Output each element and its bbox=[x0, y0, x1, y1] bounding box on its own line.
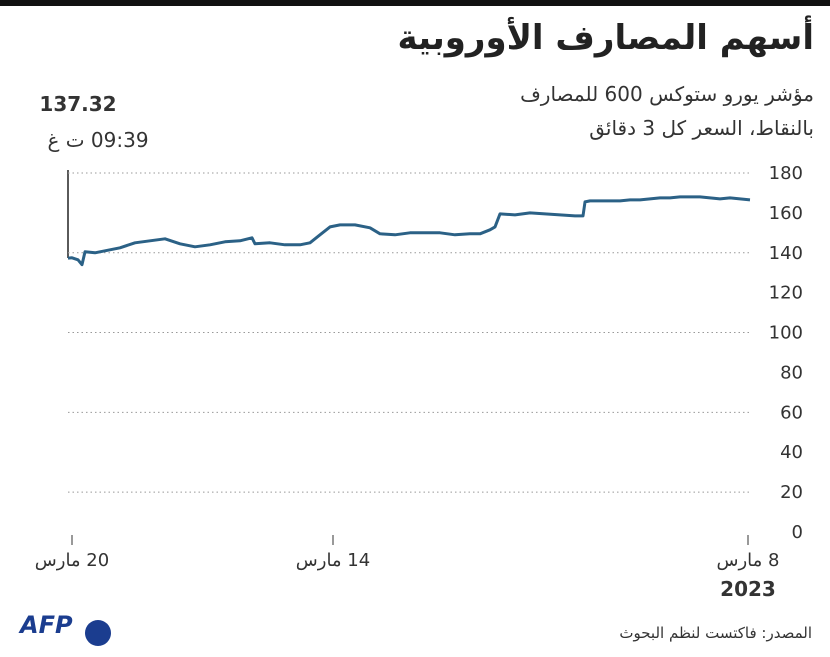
source: المصدر: فاكتست لنظم البحوث bbox=[619, 624, 812, 642]
subtitle: بالنقاط، السعر كل 3 دقائق bbox=[589, 116, 814, 140]
y-tick-label: 20 bbox=[780, 482, 803, 503]
logo: AFP bbox=[18, 611, 73, 639]
year-label: 2023 bbox=[720, 577, 776, 601]
y-tick-label: 140 bbox=[769, 243, 803, 264]
y-tick-label: 120 bbox=[769, 283, 803, 304]
y-tick-label: 0 bbox=[792, 522, 803, 543]
logo-dot bbox=[85, 620, 111, 646]
top-bar bbox=[0, 0, 830, 6]
series-line bbox=[67, 195, 751, 267]
subtitle: مؤشر يورو ستوكس 600 للمصارف bbox=[520, 82, 814, 106]
y-tick-label: 180 bbox=[769, 163, 803, 184]
x-tick-label: 14 مارس bbox=[296, 550, 370, 571]
y-tick-label: 160 bbox=[769, 203, 803, 224]
annotation-value: 137.32 bbox=[39, 92, 116, 116]
y-tick-label: 60 bbox=[780, 402, 803, 423]
x-tick-label: 8 مارس bbox=[717, 550, 780, 571]
y-tick-label: 40 bbox=[780, 442, 803, 463]
annotation-time: 09:39 ت غ bbox=[47, 128, 148, 152]
y-tick-label: 100 bbox=[769, 323, 803, 344]
x-tick-label: 20 مارس bbox=[35, 550, 109, 571]
y-tick-label: 80 bbox=[780, 362, 803, 383]
chart-title: أسهم المصارف الأوروبية bbox=[397, 18, 815, 58]
